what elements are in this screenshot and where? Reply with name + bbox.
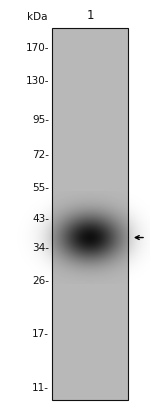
Text: 43-: 43-: [32, 214, 49, 224]
Text: 34-: 34-: [32, 243, 49, 253]
Text: 17-: 17-: [32, 329, 49, 339]
Text: 1: 1: [86, 9, 94, 22]
Text: 11-: 11-: [32, 383, 49, 393]
Text: 72-: 72-: [32, 150, 49, 160]
Text: 26-: 26-: [32, 276, 49, 286]
Text: kDa: kDa: [27, 12, 48, 22]
Text: 130-: 130-: [26, 76, 49, 86]
Text: 170-: 170-: [26, 43, 49, 53]
Text: 55-: 55-: [32, 183, 49, 193]
Text: 95-: 95-: [32, 116, 49, 126]
Bar: [52, 28, 128, 400]
